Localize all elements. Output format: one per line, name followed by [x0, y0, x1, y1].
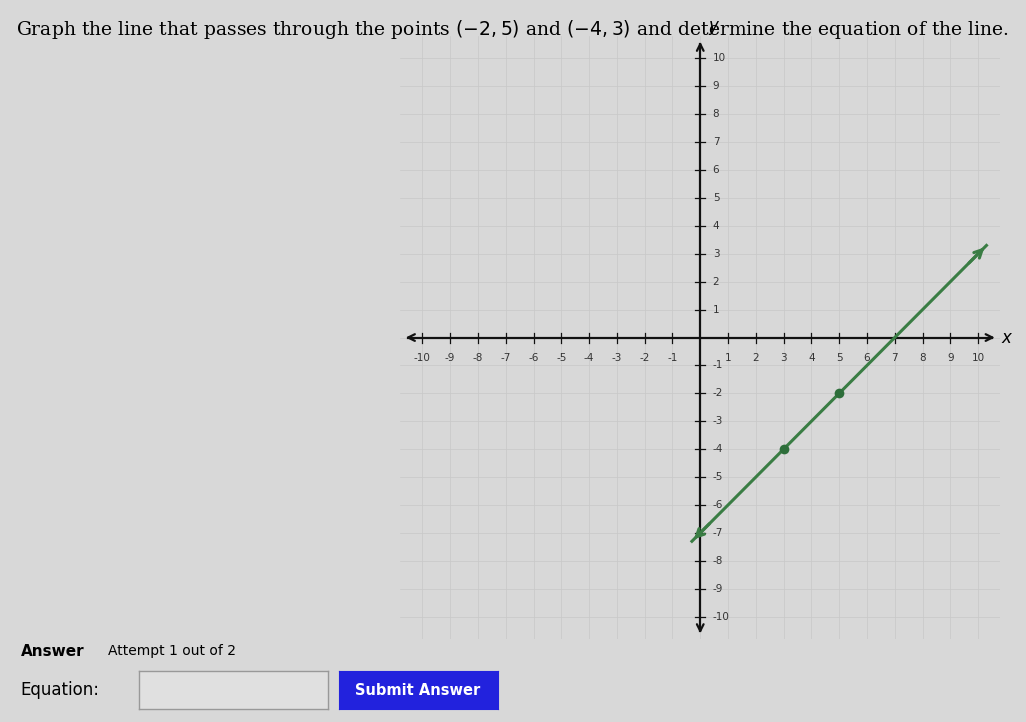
Text: 9: 9: [713, 82, 719, 92]
Text: -1: -1: [713, 360, 723, 370]
Text: 2: 2: [713, 277, 719, 287]
Text: Answer: Answer: [21, 644, 84, 658]
Text: -5: -5: [713, 472, 723, 482]
Text: -8: -8: [713, 556, 723, 566]
Text: 8: 8: [919, 353, 925, 363]
Text: -9: -9: [445, 353, 456, 363]
Text: 7: 7: [713, 137, 719, 147]
Text: 2: 2: [752, 353, 759, 363]
Text: 3: 3: [713, 249, 719, 258]
Text: -6: -6: [528, 353, 539, 363]
Text: -7: -7: [713, 528, 723, 538]
Text: -3: -3: [611, 353, 622, 363]
Text: 3: 3: [781, 353, 787, 363]
Text: -9: -9: [713, 583, 723, 593]
Text: Attempt 1 out of 2: Attempt 1 out of 2: [108, 644, 236, 658]
Text: -3: -3: [713, 417, 723, 426]
Text: 1: 1: [724, 353, 732, 363]
Text: x: x: [1001, 329, 1012, 347]
Text: 6: 6: [864, 353, 870, 363]
Text: -10: -10: [413, 353, 431, 363]
Text: -4: -4: [584, 353, 594, 363]
Text: 7: 7: [892, 353, 898, 363]
Text: 4: 4: [808, 353, 815, 363]
Text: 5: 5: [713, 193, 719, 203]
Text: -1: -1: [667, 353, 677, 363]
Text: 9: 9: [947, 353, 953, 363]
Text: 6: 6: [713, 165, 719, 175]
Text: 8: 8: [713, 109, 719, 119]
Text: 5: 5: [836, 353, 842, 363]
Text: -5: -5: [556, 353, 566, 363]
Text: -2: -2: [639, 353, 649, 363]
Text: Graph the line that passes through the points $(-2, 5)$ and $(-4, 3)$ and determ: Graph the line that passes through the p…: [16, 18, 1010, 41]
Text: -6: -6: [713, 500, 723, 510]
Text: -10: -10: [713, 612, 729, 622]
Text: Equation:: Equation:: [21, 681, 100, 698]
Text: 1: 1: [713, 305, 719, 315]
Text: 10: 10: [972, 353, 985, 363]
Text: y: y: [709, 17, 718, 35]
Text: -7: -7: [501, 353, 511, 363]
Text: -4: -4: [713, 444, 723, 454]
Text: -2: -2: [713, 388, 723, 399]
Text: 10: 10: [713, 53, 725, 64]
Text: Submit Answer: Submit Answer: [355, 683, 481, 697]
Text: 4: 4: [713, 221, 719, 231]
Text: -8: -8: [473, 353, 483, 363]
